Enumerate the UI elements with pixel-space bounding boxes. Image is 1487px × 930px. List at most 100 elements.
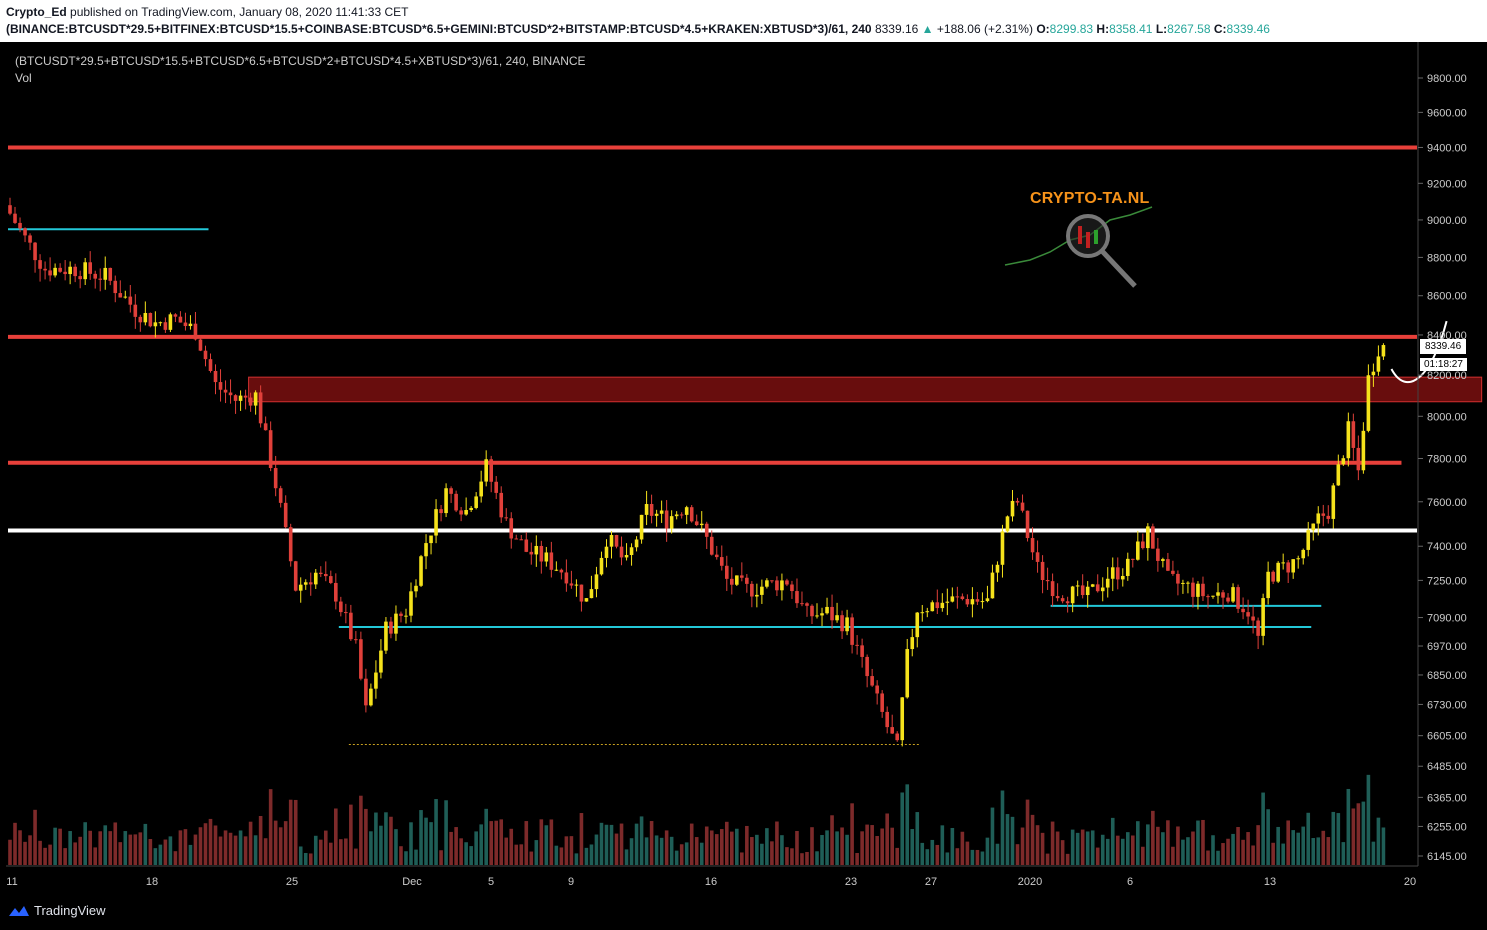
volume-bar — [273, 820, 278, 865]
candle-body — [344, 612, 348, 614]
candle-body — [58, 267, 62, 272]
volume-bar — [1191, 831, 1195, 865]
volume-bar — [1331, 811, 1336, 865]
candle-body — [770, 580, 774, 582]
volume-bar — [1120, 838, 1125, 865]
y-tick-label: 8600.00 — [1427, 291, 1467, 303]
volume-bar — [1176, 826, 1180, 865]
candle-body — [419, 556, 423, 586]
candle-body — [1080, 585, 1085, 596]
candle-body — [750, 583, 754, 597]
candle-body — [820, 613, 824, 616]
candle-body — [113, 280, 118, 294]
candle-body — [339, 601, 343, 613]
chart-legend: (BTCUSDT*29.5+BTCUSD*15.5+BTCUSD*6.5+BTC… — [15, 53, 586, 87]
volume-label[interactable]: Vol — [15, 71, 32, 85]
volume-bar — [644, 837, 649, 865]
y-tick-label: 9800.00 — [1427, 73, 1467, 85]
candle-body — [53, 267, 57, 276]
volume-bar — [1105, 838, 1110, 865]
volume-bar — [699, 842, 704, 865]
volume-bar — [454, 827, 458, 865]
volume-bar — [1371, 841, 1376, 865]
candle-body — [103, 267, 108, 280]
candle-body — [464, 510, 468, 515]
candle-body — [394, 613, 398, 634]
volume-bar — [765, 828, 769, 865]
volume-bar — [780, 835, 784, 865]
candle-body — [865, 656, 869, 677]
last-price: 8339.16 — [874, 22, 919, 36]
candle-body — [1131, 558, 1135, 560]
volume-bar — [1196, 820, 1200, 865]
x-tick-label: 16 — [705, 876, 717, 888]
volume-bar — [940, 825, 945, 865]
price-chart[interactable]: 9800.00 9600.00 9400.00 9200.00 9000.00 8800.… — [0, 42, 1487, 892]
volume-bar — [564, 836, 569, 865]
volume-bar — [178, 830, 183, 865]
y-axis[interactable]: 9800.00 9600.00 9400.00 9200.00 9000.00 8800.… — [1418, 73, 1467, 863]
volume-bar — [1040, 832, 1045, 865]
candle-body — [795, 591, 799, 604]
candle-body — [404, 615, 408, 617]
candle-body — [970, 599, 975, 605]
x-tick-label: 27 — [925, 876, 937, 888]
candle-body — [474, 496, 478, 508]
volume-bar — [173, 851, 178, 865]
candle-body — [1146, 526, 1150, 549]
candlesticks — [8, 197, 1386, 747]
volume-bar — [13, 822, 17, 865]
candle-body — [1266, 571, 1270, 599]
tradingview-logo[interactable]: TradingView — [8, 903, 106, 918]
volume-bar — [624, 849, 629, 865]
volume-bar — [308, 853, 313, 865]
candle-body — [163, 322, 168, 330]
candle-body — [634, 539, 639, 548]
plot-area[interactable] — [6, 42, 1418, 865]
candle-body — [1035, 552, 1040, 562]
candle-body — [1045, 580, 1050, 582]
candle-body — [268, 430, 273, 469]
y-tick-label: 7090.00 — [1427, 613, 1467, 625]
candle-body — [1176, 573, 1180, 584]
candle-body — [238, 395, 243, 401]
volume-bar — [303, 852, 308, 865]
candle-body — [1040, 561, 1045, 581]
symbol-formula: (BINANCE:BTCUSDT*29.5+BITFINEX:BTCUSD*15… — [6, 22, 872, 36]
volume-bar — [53, 827, 57, 865]
candle-body — [354, 639, 358, 641]
footer — [0, 892, 1487, 930]
candle-body — [644, 504, 649, 515]
candle-body — [835, 615, 839, 621]
close-label: C: — [1213, 22, 1227, 36]
volume-bar — [118, 842, 123, 865]
x-axis[interactable]: 11 18 25 Dec 5 9 16 23 27 2020 6 13 20 — [6, 876, 1416, 888]
volume-bar — [1361, 801, 1366, 865]
y-tick-label: 6145.00 — [1427, 851, 1467, 863]
volume-bar — [424, 817, 428, 865]
x-tick-label: 11 — [6, 876, 17, 888]
candle-body — [1306, 530, 1311, 550]
volume-bar — [389, 816, 393, 865]
volume-bar — [334, 808, 338, 865]
candle-body — [1075, 585, 1080, 587]
volume-bar — [479, 824, 483, 865]
volume-bar — [379, 825, 383, 865]
candle-body — [1356, 447, 1361, 471]
low-label: L: — [1155, 22, 1168, 36]
series-name[interactable]: (BTCUSDT*29.5+BTCUSD*15.5+BTCUSD*6.5+BTC… — [15, 54, 586, 68]
candle-body — [243, 395, 248, 398]
candle-body — [323, 573, 328, 577]
volume-bar — [840, 827, 844, 865]
candle-body — [895, 733, 900, 741]
candle-body — [1181, 582, 1185, 584]
candle-body — [1311, 523, 1316, 531]
volume-bar — [910, 829, 915, 865]
volume-bar — [68, 831, 72, 865]
volume-bar — [745, 825, 749, 865]
volume-bar — [188, 844, 193, 865]
author-name[interactable]: Crypto_Ed — [6, 5, 67, 19]
volume-bar — [850, 803, 854, 865]
volume-bar — [1055, 831, 1060, 865]
horizontal-levels — [8, 145, 1417, 746]
